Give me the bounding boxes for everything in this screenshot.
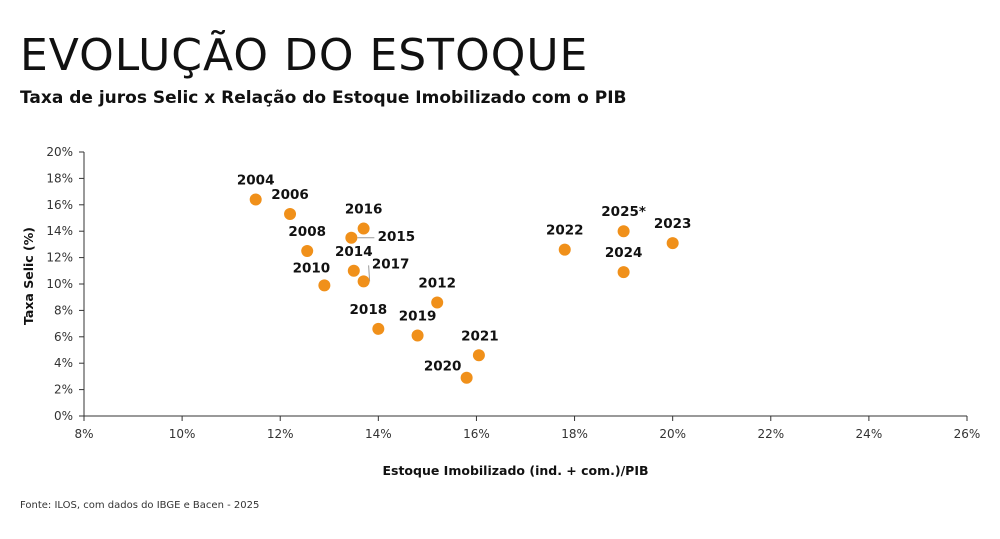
chart-title: EVOLUÇÃO DO ESTOQUE <box>20 30 589 81</box>
data-points <box>249 193 679 384</box>
x-tick-label: 10% <box>169 427 196 441</box>
y-tick-label: 8% <box>54 303 73 317</box>
x-tick-label: 8% <box>74 427 93 441</box>
leader-line <box>368 265 371 282</box>
point-label: 2010 <box>293 260 331 276</box>
data-point <box>411 329 424 342</box>
y-tick-label: 18% <box>46 171 73 185</box>
data-point <box>617 266 630 279</box>
data-point <box>357 222 370 235</box>
x-tick-label: 22% <box>757 427 784 441</box>
x-tick-label: 14% <box>365 427 392 441</box>
x-tick-label: 26% <box>954 427 981 441</box>
data-point <box>460 371 473 384</box>
data-point <box>318 279 331 292</box>
point-label: 2023 <box>654 216 692 232</box>
data-point <box>345 231 358 244</box>
y-tick-label: 14% <box>46 224 73 238</box>
chart-subtitle: Taxa de juros Selic x Relação do Estoque… <box>20 88 627 108</box>
x-tick-label: 12% <box>267 427 294 441</box>
x-tick-label: 16% <box>463 427 490 441</box>
x-tick-label: 24% <box>856 427 883 441</box>
data-point <box>472 349 485 362</box>
y-tick-label: 2% <box>54 383 73 397</box>
point-label: 2012 <box>418 275 456 291</box>
point-label: 2022 <box>546 223 584 239</box>
point-label: 2018 <box>350 302 388 318</box>
data-point <box>431 296 444 309</box>
point-label: 2020 <box>424 359 462 375</box>
point-label: 2024 <box>605 245 643 261</box>
label-leader-lines <box>357 237 375 282</box>
point-label: 2014 <box>335 244 373 260</box>
data-point <box>617 225 630 238</box>
x-axis-title: Estoque Imobilizado (ind. + com.)/PIB <box>382 463 648 478</box>
x-tick-label: 18% <box>561 427 588 441</box>
y-tick-label: 10% <box>46 277 73 291</box>
y-tick-label: 4% <box>54 356 73 370</box>
y-tick-label: 6% <box>54 330 73 344</box>
y-tick-label: 20% <box>46 145 73 159</box>
point-label: 2015 <box>378 229 416 245</box>
point-label: 2025* <box>601 204 646 220</box>
y-tick-label: 12% <box>46 251 73 265</box>
data-point <box>301 245 314 257</box>
point-label: 2008 <box>288 224 326 240</box>
point-label: 2021 <box>461 328 499 344</box>
y-tick-label: 0% <box>54 409 73 423</box>
chart-axes <box>79 151 968 421</box>
data-point <box>284 208 297 221</box>
point-label: 2017 <box>372 256 410 272</box>
data-point <box>666 237 679 250</box>
point-label: 2019 <box>399 308 437 324</box>
point-label: 2006 <box>271 187 309 203</box>
data-point <box>347 264 360 277</box>
y-tick-label: 16% <box>46 198 73 212</box>
data-point <box>249 193 262 206</box>
point-label: 2016 <box>345 202 383 218</box>
y-tick-labels: 0% 2% 4% 6% 8% 10% 12% 14% 16% 18% 20% <box>46 145 73 423</box>
source-note: Fonte: ILOS, com dados do IBGE e Bacen -… <box>20 500 260 511</box>
x-tick-labels: 8% 10% 12% 14% 16% 18% 20% 22% 24% 26% <box>74 427 980 441</box>
point-label: 2004 <box>237 173 275 189</box>
data-point <box>357 275 370 288</box>
data-point <box>372 322 385 335</box>
data-point <box>558 243 571 256</box>
x-tick-label: 20% <box>659 427 686 441</box>
y-axis-title: Taxa Selic (%) <box>21 227 36 325</box>
